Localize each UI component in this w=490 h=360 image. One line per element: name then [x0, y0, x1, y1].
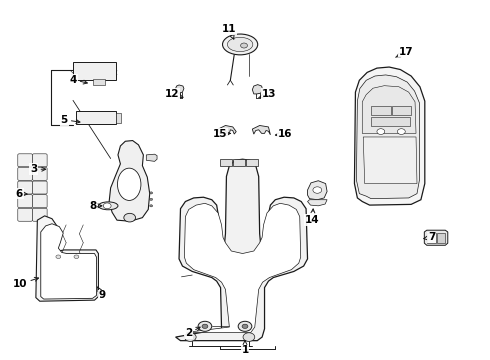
Text: 11: 11	[222, 24, 237, 39]
FancyBboxPatch shape	[32, 195, 47, 208]
Circle shape	[103, 203, 111, 209]
Polygon shape	[184, 203, 301, 332]
FancyBboxPatch shape	[32, 181, 47, 194]
Polygon shape	[220, 159, 232, 166]
Polygon shape	[175, 85, 184, 93]
Polygon shape	[356, 75, 419, 199]
FancyBboxPatch shape	[32, 167, 47, 180]
Text: 16: 16	[275, 129, 293, 139]
Text: 6: 6	[16, 189, 27, 199]
FancyBboxPatch shape	[18, 181, 32, 194]
Polygon shape	[36, 216, 98, 301]
Polygon shape	[437, 233, 445, 243]
Ellipse shape	[227, 37, 253, 51]
Polygon shape	[41, 224, 97, 299]
Polygon shape	[218, 126, 236, 134]
Polygon shape	[73, 62, 116, 80]
Circle shape	[242, 324, 248, 328]
FancyBboxPatch shape	[18, 208, 32, 221]
Text: 17: 17	[395, 46, 414, 57]
Text: 9: 9	[98, 287, 106, 301]
Polygon shape	[371, 117, 410, 126]
Circle shape	[150, 192, 153, 194]
Circle shape	[124, 213, 136, 222]
Polygon shape	[109, 140, 150, 221]
Circle shape	[150, 205, 153, 207]
Polygon shape	[371, 107, 391, 116]
FancyBboxPatch shape	[32, 154, 47, 167]
Text: 10: 10	[13, 278, 39, 289]
Polygon shape	[252, 85, 263, 94]
Circle shape	[202, 324, 208, 328]
Polygon shape	[246, 159, 258, 166]
Polygon shape	[308, 200, 327, 206]
Polygon shape	[233, 159, 245, 166]
FancyBboxPatch shape	[18, 167, 32, 180]
Text: 8: 8	[89, 201, 102, 211]
Ellipse shape	[118, 168, 141, 201]
Circle shape	[150, 198, 153, 201]
Polygon shape	[175, 159, 308, 341]
Polygon shape	[362, 86, 416, 134]
Circle shape	[397, 129, 405, 134]
Polygon shape	[424, 230, 448, 245]
Ellipse shape	[222, 34, 258, 55]
Circle shape	[74, 255, 79, 258]
Circle shape	[198, 321, 212, 331]
Text: 1: 1	[242, 341, 248, 355]
Circle shape	[241, 43, 247, 48]
Text: 3: 3	[30, 164, 46, 174]
Circle shape	[238, 321, 252, 331]
Text: 13: 13	[259, 89, 277, 99]
Text: 14: 14	[305, 209, 320, 225]
Circle shape	[313, 187, 322, 193]
Polygon shape	[117, 113, 122, 123]
Polygon shape	[252, 126, 270, 135]
Text: 15: 15	[212, 129, 231, 139]
Polygon shape	[392, 107, 411, 116]
Polygon shape	[427, 233, 436, 243]
FancyBboxPatch shape	[32, 208, 47, 221]
Polygon shape	[354, 67, 425, 205]
Circle shape	[56, 255, 61, 258]
Circle shape	[184, 333, 196, 341]
Circle shape	[243, 333, 255, 341]
Ellipse shape	[98, 202, 118, 210]
Text: 7: 7	[424, 232, 435, 242]
Polygon shape	[147, 154, 157, 161]
Polygon shape	[93, 79, 105, 85]
FancyBboxPatch shape	[18, 195, 32, 208]
FancyBboxPatch shape	[18, 154, 32, 167]
Circle shape	[377, 129, 385, 134]
Polygon shape	[76, 111, 117, 125]
Text: 5: 5	[61, 115, 80, 125]
Text: 2: 2	[185, 327, 200, 338]
Polygon shape	[363, 137, 417, 184]
Text: 12: 12	[165, 89, 183, 99]
Text: 4: 4	[69, 75, 87, 85]
Polygon shape	[308, 181, 327, 200]
